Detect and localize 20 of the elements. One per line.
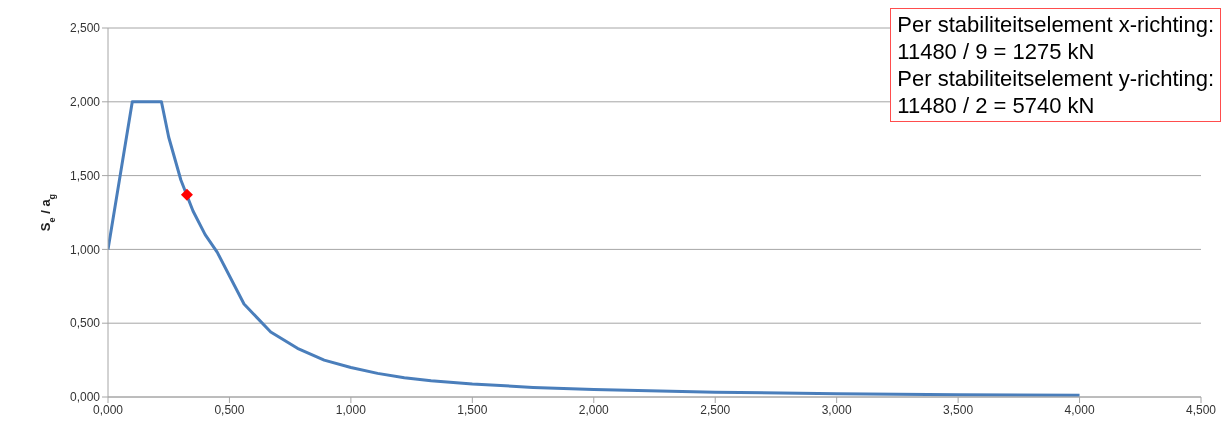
y-tick-label: 0,000	[69, 390, 101, 405]
annotation: Per stabiliteitselement x-richting:	[897, 11, 1214, 38]
x-tick-label: 0,000	[92, 402, 124, 417]
x-tick-label: 3,000	[821, 402, 853, 417]
y-tick-label: 0,500	[69, 316, 101, 331]
x-tick-label: 2,500	[700, 402, 731, 417]
x-tick-label: 1,500	[457, 402, 488, 417]
annotation: 11480 / 9 = 1275 kN	[897, 38, 1096, 65]
annotation: Per stabiliteitselement y-richting:	[897, 65, 1214, 92]
x-tick-label: 3,500	[943, 402, 974, 417]
x-tick-label: 4,000	[1064, 402, 1095, 417]
x-tick-label: 4,500	[1185, 402, 1217, 417]
x-tick-label: 2,000	[578, 402, 610, 417]
x-tick-label: 0,500	[214, 402, 245, 417]
y-tick-label: 1,000	[69, 242, 101, 257]
annotation: 11480 / 2 = 5740 kN	[897, 92, 1096, 119]
x-tick-label: 1,000	[335, 402, 367, 417]
y-tick-label: 1,500	[69, 168, 101, 183]
y-tick-label: 2,500	[69, 21, 101, 36]
y-tick-label: 2,000	[69, 95, 101, 110]
